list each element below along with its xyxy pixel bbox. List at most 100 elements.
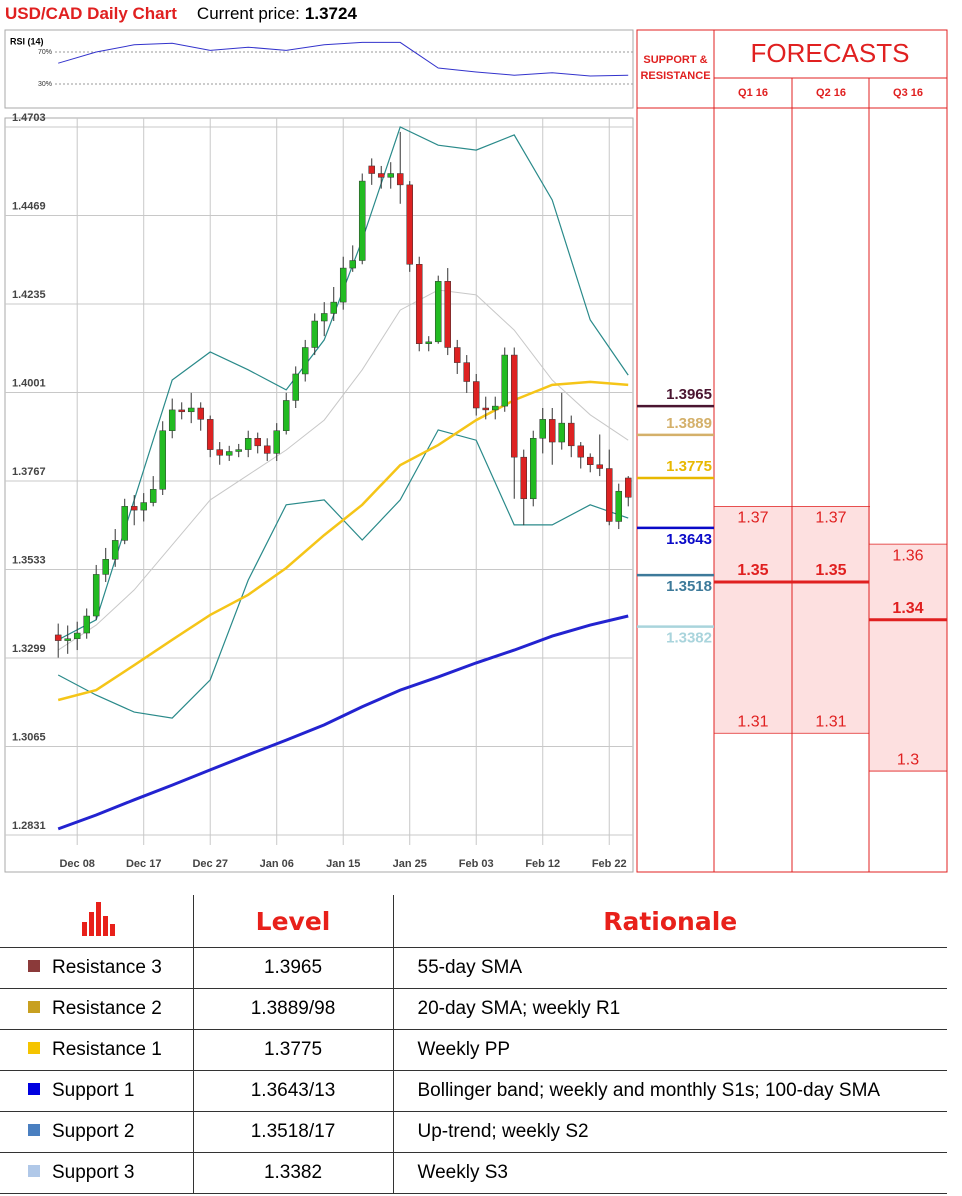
candle-body bbox=[92, 574, 100, 617]
candle-body bbox=[263, 445, 271, 454]
header-icon-cell bbox=[0, 895, 193, 948]
forecast-mid-label: 1.35 bbox=[815, 562, 846, 579]
forecast-title: FORECASTS bbox=[751, 38, 910, 68]
forecast-high-label: 1.36 bbox=[892, 547, 923, 564]
level-name: Resistance 3 bbox=[52, 957, 162, 978]
forecast-high-label: 1.37 bbox=[815, 510, 846, 527]
candle-body bbox=[282, 400, 290, 431]
candle-body bbox=[387, 173, 394, 178]
color-swatch bbox=[28, 1041, 40, 1054]
candle-body bbox=[235, 449, 242, 452]
candle-body bbox=[586, 456, 594, 465]
candle-body bbox=[168, 409, 176, 431]
candle-body bbox=[358, 180, 366, 261]
level-rationale: 20-day SMA; weekly R1 bbox=[392, 988, 947, 1030]
forecast-mid-label: 1.34 bbox=[892, 600, 923, 617]
level-label: 1.3889 bbox=[666, 415, 712, 432]
candle-body bbox=[197, 407, 204, 420]
y-tick-label: 1.2831 bbox=[12, 820, 46, 832]
chart: 1.4703 1.4469 1.4235 1.4001 1.3767 1.3533 1.32… bbox=[4, 29, 948, 873]
indicator-line bbox=[57, 289, 629, 651]
candle-body bbox=[206, 419, 214, 450]
table-row: Resistance 3 1.3965 55-day SMA bbox=[0, 947, 947, 989]
forecast-low-label: 1.31 bbox=[737, 713, 768, 730]
level-label: 1.3775 bbox=[666, 458, 712, 475]
level-value: 1.3965 bbox=[192, 947, 393, 989]
level-value: 1.3643/13 bbox=[192, 1070, 393, 1112]
candle-body bbox=[520, 456, 527, 500]
candle-body bbox=[539, 419, 546, 439]
level-name-cell: Resistance 2 bbox=[0, 988, 193, 1030]
level-rationale: Weekly S3 bbox=[392, 1152, 947, 1194]
indicator-line bbox=[57, 614, 629, 831]
candle-body bbox=[425, 341, 432, 344]
candle-body bbox=[406, 184, 413, 265]
level-name-cell: Support 1 bbox=[0, 1070, 193, 1112]
candle-body bbox=[349, 260, 356, 269]
candle-body bbox=[548, 419, 556, 443]
levels-table: Level Rationale Resistance 3 1.3965 55-day… bbox=[0, 895, 947, 1194]
candle-body bbox=[501, 354, 508, 407]
candle-body bbox=[377, 173, 385, 178]
rsi-line bbox=[58, 41, 629, 77]
x-tick-label: Jan 25 bbox=[393, 858, 427, 870]
candle-body bbox=[510, 354, 518, 458]
candle-body bbox=[368, 165, 375, 174]
candle-body bbox=[102, 559, 109, 575]
rsi-frame bbox=[4, 29, 634, 109]
rsi-title: RSI (14) bbox=[10, 36, 44, 46]
table-row: Resistance 1 1.3775 Weekly PP bbox=[0, 1029, 947, 1071]
y-tick-label: 1.3767 bbox=[12, 466, 46, 478]
candle-body bbox=[225, 451, 233, 456]
x-tick-label: Feb 22 bbox=[592, 858, 627, 870]
level-label: 1.3643 bbox=[666, 531, 712, 548]
header-rationale: Rationale bbox=[392, 895, 947, 948]
candle-body bbox=[301, 347, 309, 375]
level-label: 1.3518 bbox=[666, 578, 712, 595]
level-value: 1.3518/17 bbox=[192, 1111, 393, 1153]
x-tick-label: Dec 27 bbox=[192, 858, 227, 870]
candle-body bbox=[472, 381, 480, 409]
y-tick-label: 1.4469 bbox=[12, 200, 46, 212]
forecast-mid-label: 1.35 bbox=[737, 562, 768, 579]
candle-body bbox=[187, 407, 195, 413]
level-name: Support 3 bbox=[52, 1162, 135, 1183]
candle-body bbox=[178, 409, 185, 413]
table-row: Support 2 1.3518/17 Up-trend; weekly S2 bbox=[0, 1111, 947, 1153]
level-name: Support 1 bbox=[52, 1080, 135, 1101]
sr-title: SUPPORT & RESISTANCE bbox=[640, 54, 711, 82]
forecast-column-label: Q3 16 bbox=[893, 87, 923, 99]
level-name: Support 2 bbox=[52, 1121, 135, 1142]
candle-body bbox=[463, 362, 470, 382]
candle-body bbox=[567, 422, 575, 447]
y-tick-label: 1.4703 bbox=[12, 112, 46, 124]
level-rationale: Weekly PP bbox=[392, 1029, 947, 1071]
chart-title: USD/CAD Daily Chart bbox=[5, 4, 177, 23]
forecast-range bbox=[869, 544, 947, 772]
candle-body bbox=[159, 430, 166, 490]
table-row: Resistance 2 1.3889/98 20-day SMA; weekly … bbox=[0, 988, 947, 1030]
candle-body bbox=[130, 506, 138, 511]
level-name: Resistance 1 bbox=[52, 1039, 162, 1060]
price-label: Current price: bbox=[196, 4, 300, 23]
forecast-range bbox=[792, 506, 870, 734]
rsi-tick-label: 70% bbox=[38, 49, 52, 56]
candle-body bbox=[149, 489, 157, 503]
table-row: Support 1 1.3643/13 Bollinger band; weekly… bbox=[0, 1070, 947, 1112]
level-value: 1.3889/98 bbox=[192, 988, 393, 1030]
candle-body bbox=[453, 347, 461, 363]
level-value: 1.3775 bbox=[192, 1029, 393, 1071]
header: USD/CAD Daily Chart Current price: 1.3724 bbox=[5, 4, 357, 24]
forecast-column-label: Q2 16 bbox=[816, 87, 846, 99]
candle-body bbox=[311, 320, 318, 348]
level-name-cell: Support 2 bbox=[0, 1111, 193, 1153]
table-row: Support 3 1.3382 Weekly S3 bbox=[0, 1152, 947, 1194]
level-name-cell: Resistance 1 bbox=[0, 1029, 193, 1071]
plot-frame bbox=[4, 117, 634, 873]
candle-body bbox=[216, 449, 223, 456]
price-value: 1.3724 bbox=[304, 4, 357, 23]
table-header: Level Rationale bbox=[0, 895, 947, 948]
level-rationale: Up-trend; weekly S2 bbox=[392, 1111, 947, 1153]
candle-body bbox=[624, 477, 632, 498]
